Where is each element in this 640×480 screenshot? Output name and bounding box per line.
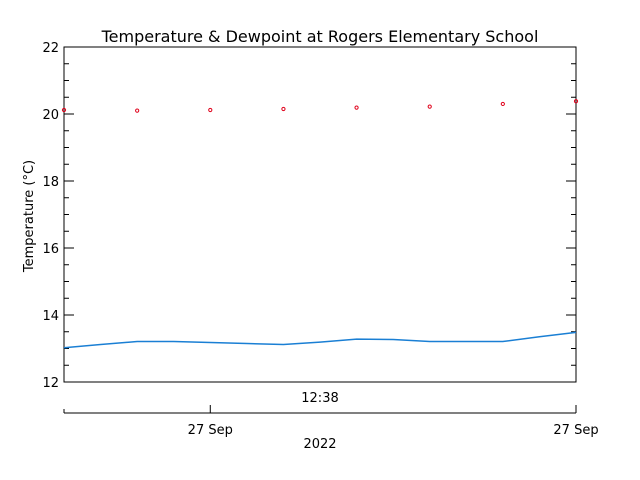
x-label-year: 2022 bbox=[303, 437, 336, 452]
series-layer bbox=[61, 99, 579, 349]
y-tick-label: 20 bbox=[42, 108, 59, 123]
x-label-time: 12:38 bbox=[301, 391, 338, 406]
y-axis-label: Temperature (°C) bbox=[22, 160, 37, 273]
y-axis: 12 14 16 18 20 22 bbox=[42, 41, 576, 391]
y-tick-label: 22 bbox=[42, 41, 59, 56]
chart-title: Temperature & Dewpoint at Rogers Element… bbox=[101, 27, 539, 46]
temperature-point bbox=[573, 99, 579, 104]
x-axis: 12:38 27 Sep 27 Sep 2022 bbox=[63, 391, 599, 452]
y-tick-label: 12 bbox=[42, 376, 59, 391]
temperature-point bbox=[500, 101, 505, 107]
y-tick-label: 16 bbox=[42, 242, 59, 257]
temperature-point bbox=[427, 104, 432, 109]
temperature-point bbox=[61, 107, 67, 113]
y-tick-label: 14 bbox=[42, 309, 59, 324]
x-tick-label: 27 Sep bbox=[553, 423, 598, 438]
temperature-point bbox=[208, 107, 213, 113]
dewpoint-line bbox=[63, 331, 577, 349]
x-tick-label: 27 Sep bbox=[188, 423, 233, 438]
temperature-point bbox=[281, 106, 286, 112]
temperature-point bbox=[354, 105, 359, 110]
y-tick-label: 18 bbox=[42, 175, 59, 190]
temperature-point bbox=[135, 108, 140, 113]
plot-frame bbox=[63, 46, 577, 383]
